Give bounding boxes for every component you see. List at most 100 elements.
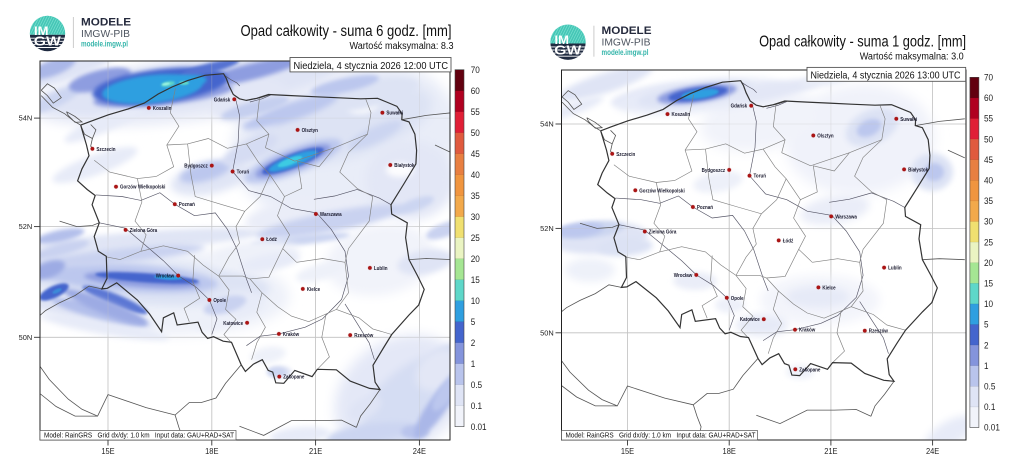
svg-text:50N: 50N: [19, 333, 33, 342]
svg-text:Łódź: Łódź: [266, 237, 277, 243]
svg-text:Gdańsk: Gdańsk: [214, 97, 231, 103]
svg-text:0.5: 0.5: [471, 380, 482, 390]
svg-text:Olsztyn: Olsztyn: [817, 134, 834, 140]
svg-text:0.01: 0.01: [471, 422, 487, 432]
svg-text:Opole: Opole: [731, 296, 744, 302]
svg-text:5: 5: [471, 317, 476, 327]
svg-text:Suwałki: Suwałki: [386, 111, 403, 117]
svg-text:Niedziela, 4 stycznia 2026 13:: Niedziela, 4 stycznia 2026 13:00 UTC: [811, 71, 961, 82]
svg-text:45: 45: [984, 155, 993, 165]
svg-text:Białystok: Białystok: [908, 167, 929, 173]
svg-text:Koszalin: Koszalin: [153, 106, 172, 112]
svg-text:10: 10: [984, 299, 993, 309]
svg-text:Katowice: Katowice: [223, 321, 244, 327]
svg-text:Katowice: Katowice: [740, 317, 761, 323]
svg-text:Szczecin: Szczecin: [96, 147, 115, 153]
svg-text:modele.imgw.pl: modele.imgw.pl: [602, 48, 649, 57]
svg-text:10: 10: [471, 296, 480, 306]
svg-text:Olsztyn: Olsztyn: [302, 128, 319, 134]
svg-text:Białystok: Białystok: [394, 163, 415, 169]
svg-text:Zielona Góra: Zielona Góra: [130, 228, 158, 234]
svg-text:30: 30: [984, 217, 993, 227]
svg-text:50: 50: [471, 128, 480, 138]
svg-text:25: 25: [984, 237, 993, 247]
svg-text:24E: 24E: [926, 447, 940, 456]
svg-text:Gorzów Wielkopolski: Gorzów Wielkopolski: [120, 185, 166, 191]
svg-text:Warszawa: Warszawa: [320, 212, 342, 218]
svg-text:15: 15: [984, 279, 993, 289]
svg-text:0.1: 0.1: [984, 402, 995, 412]
svg-text:15: 15: [471, 275, 480, 285]
svg-text:Kielce: Kielce: [307, 287, 321, 293]
svg-text:18E: 18E: [205, 447, 219, 456]
svg-text:MODELE: MODELE: [81, 16, 131, 28]
svg-text:52N: 52N: [19, 222, 33, 231]
svg-text:Lublin: Lublin: [374, 266, 388, 272]
svg-text:Wrocław: Wrocław: [156, 274, 175, 280]
svg-text:Model: RainGRS Grid dx/dy: 1: Model: RainGRS Grid dx/dy: 1.0 km Input …: [566, 430, 756, 439]
svg-text:Poznań: Poznań: [697, 205, 713, 211]
svg-text:2: 2: [984, 340, 989, 350]
svg-text:Opad całkowity - suma 1 godz.: Opad całkowity - suma 1 godz. [mm]: [759, 33, 966, 50]
svg-text:21E: 21E: [309, 447, 323, 456]
svg-text:30: 30: [471, 212, 480, 222]
svg-text:Model: RainGRS Grid dx/dy: 1: Model: RainGRS Grid dx/dy: 1.0 km Input …: [44, 430, 234, 439]
svg-text:GW: GW: [554, 43, 581, 57]
svg-text:Koszalin: Koszalin: [672, 112, 691, 118]
svg-text:54N: 54N: [540, 120, 554, 129]
svg-text:Zakopane: Zakopane: [799, 367, 821, 373]
svg-text:Lublin: Lublin: [888, 266, 902, 272]
svg-text:Bydgoszcz: Bydgoszcz: [702, 168, 726, 174]
svg-text:45: 45: [471, 149, 480, 159]
svg-text:18E: 18E: [723, 447, 737, 456]
svg-text:55: 55: [984, 114, 993, 124]
svg-text:Szczecin: Szczecin: [616, 152, 635, 158]
svg-text:Kielce: Kielce: [822, 285, 836, 291]
svg-text:Rzeszów: Rzeszów: [869, 329, 888, 335]
svg-text:Suwałki: Suwałki: [900, 117, 917, 123]
svg-text:Rzeszów: Rzeszów: [354, 333, 373, 339]
svg-text:40: 40: [984, 176, 993, 186]
svg-text:Poznań: Poznań: [179, 202, 195, 208]
svg-text:35: 35: [984, 196, 993, 206]
svg-text:Kraków: Kraków: [283, 332, 300, 338]
svg-text:70: 70: [471, 65, 480, 75]
svg-text:Warszawa: Warszawa: [835, 214, 857, 220]
svg-text:modele.imgw.pl: modele.imgw.pl: [81, 40, 128, 49]
svg-text:IMGW-PIB: IMGW-PIB: [81, 29, 130, 40]
svg-text:40: 40: [471, 170, 480, 180]
svg-text:55: 55: [471, 107, 480, 117]
svg-text:15E: 15E: [621, 447, 635, 456]
svg-text:MODELE: MODELE: [602, 25, 652, 37]
svg-text:54N: 54N: [19, 114, 33, 123]
svg-text:Toruń: Toruń: [237, 170, 250, 176]
svg-text:20: 20: [471, 254, 480, 264]
svg-text:24E: 24E: [413, 447, 427, 456]
svg-text:IM: IM: [34, 24, 49, 38]
svg-text:15E: 15E: [101, 447, 115, 456]
svg-text:Bydgoszcz: Bydgoszcz: [184, 164, 208, 170]
svg-text:0.5: 0.5: [984, 382, 995, 392]
svg-text:Łódź: Łódź: [783, 238, 794, 244]
svg-text:Wartość maksymalna: 8.3: Wartość maksymalna: 8.3: [350, 41, 455, 52]
svg-text:Toruń: Toruń: [754, 174, 767, 180]
svg-text:20: 20: [984, 258, 993, 268]
svg-text:5: 5: [984, 320, 989, 330]
svg-text:60: 60: [984, 93, 993, 103]
svg-text:GW: GW: [34, 35, 61, 49]
svg-text:Niedziela, 4 stycznia 2026 12:: Niedziela, 4 stycznia 2026 12:00 UTC: [294, 61, 449, 72]
svg-text:1: 1: [984, 361, 989, 371]
svg-text:2: 2: [471, 338, 476, 348]
svg-text:0.01: 0.01: [984, 423, 1000, 433]
svg-text:50: 50: [984, 134, 993, 144]
svg-text:25: 25: [471, 233, 480, 243]
svg-text:Gorzów Wielkopolski: Gorzów Wielkopolski: [639, 188, 685, 194]
svg-text:50N: 50N: [540, 328, 554, 337]
svg-text:70: 70: [984, 73, 993, 83]
svg-text:IMGW-PIB: IMGW-PIB: [602, 38, 651, 49]
svg-text:Wrocław: Wrocław: [674, 273, 693, 279]
svg-text:35: 35: [471, 191, 480, 201]
svg-text:Opole: Opole: [213, 298, 226, 304]
svg-text:0.1: 0.1: [471, 401, 482, 411]
svg-text:Zakopane: Zakopane: [283, 375, 305, 381]
